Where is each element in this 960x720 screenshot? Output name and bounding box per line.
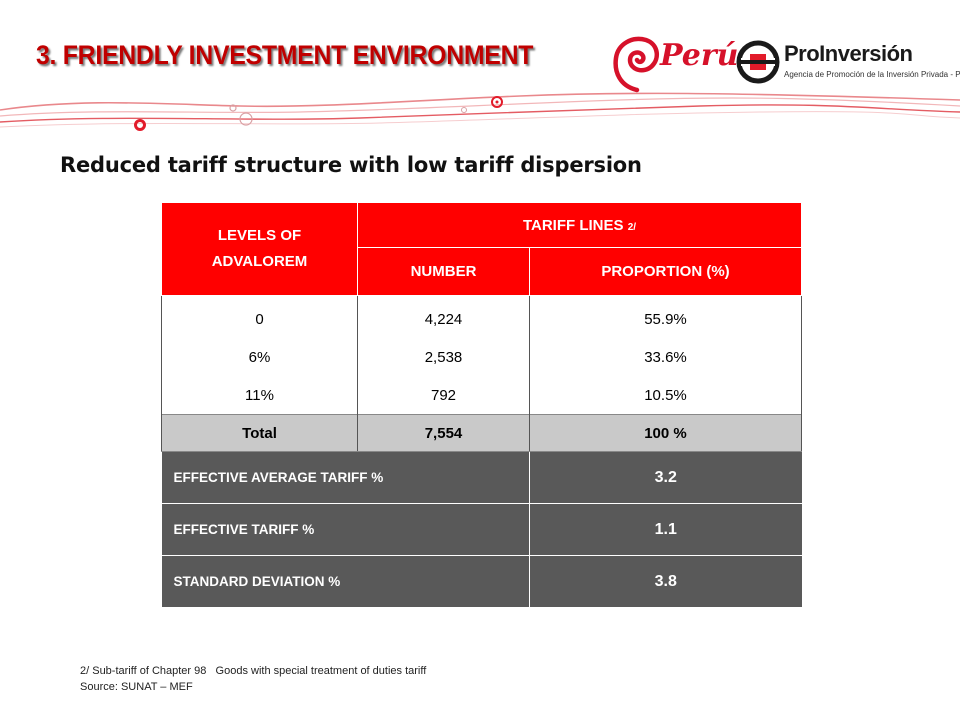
summary-value: 3.8	[529, 555, 802, 607]
cell-level: 11%	[161, 376, 358, 415]
peru-spiral-icon	[613, 36, 660, 93]
page-title: 3. FRIENDLY INVESTMENT ENVIRONMENT	[36, 40, 534, 70]
cell-proportion: 10.5%	[529, 376, 802, 415]
table-row: 0 4,224 55.9%	[161, 295, 802, 338]
table-total-row: Total 7,554 100 %	[161, 414, 802, 452]
slide-subtitle: Reduced tariff structure with low tariff…	[60, 153, 642, 177]
cell-proportion: 33.6%	[529, 338, 802, 376]
header-number: NUMBER	[357, 247, 530, 296]
decorative-dot	[229, 104, 237, 112]
summary-label: EFFECTIVE AVERAGE TARIFF %	[161, 451, 530, 504]
decorative-dot	[134, 119, 146, 131]
summary-row: STANDARD DEVIATION % 3.8	[161, 555, 802, 607]
cell-number: 2,538	[357, 338, 530, 376]
decorative-dot	[461, 107, 467, 113]
summary-row: EFFECTIVE AVERAGE TARIFF % 3.2	[161, 451, 802, 504]
footnote-note: 2/ Sub-tariff of Chapter 98 Goods with s…	[80, 665, 427, 677]
proinversion-emblem-icon	[736, 40, 780, 84]
peru-brand-logo: Perú	[612, 34, 738, 94]
header-tariff-lines-note: 2/	[627, 221, 637, 233]
decorative-dot	[491, 96, 503, 108]
summary-row: EFFECTIVE TARIFF % 1.1	[161, 503, 802, 556]
decorative-dot	[495, 100, 499, 104]
header-tariff-lines: TARIFF LINES 2/	[357, 201, 802, 249]
cell-number: 792	[357, 376, 530, 415]
table-header-row: LEVELS OF ADVALOREM TARIFF LINES 2/	[161, 201, 802, 296]
summary-value: 3.2	[529, 451, 802, 504]
total-proportion: 100 %	[529, 414, 802, 452]
cell-proportion: 55.9%	[529, 295, 802, 338]
table-row: 11% 792 10.5%	[161, 376, 802, 415]
total-label: Total	[161, 414, 358, 452]
cell-level: 0	[161, 295, 358, 338]
summary-value: 1.1	[529, 503, 802, 556]
footnotes: 2/ Sub-tariff of Chapter 98 Goods with s…	[80, 663, 426, 695]
cell-level: 6%	[161, 338, 358, 376]
table-row: 6% 2,538 33.6%	[161, 338, 802, 376]
summary-label: EFFECTIVE TARIFF %	[161, 503, 530, 556]
cell-number: 4,224	[357, 295, 530, 338]
decorative-wave-band	[0, 92, 960, 131]
decorative-dot	[239, 112, 253, 126]
summary-label: STANDARD DEVIATION %	[161, 555, 530, 607]
footnote-source: Source: SUNAT – MEF	[80, 681, 193, 693]
table-subheader-row: NUMBER PROPORTION (%)	[162, 247, 802, 296]
tariff-table: LEVELS OF ADVALOREM TARIFF LINES 2/ NUMB…	[161, 201, 802, 607]
total-number: 7,554	[357, 414, 530, 452]
proinversion-logo: ProInversión Agencia de Promoción de la …	[736, 40, 960, 90]
header-proportion: PROPORTION (%)	[529, 247, 802, 296]
header-levels-of-advalorem: LEVELS OF ADVALOREM	[161, 202, 358, 296]
